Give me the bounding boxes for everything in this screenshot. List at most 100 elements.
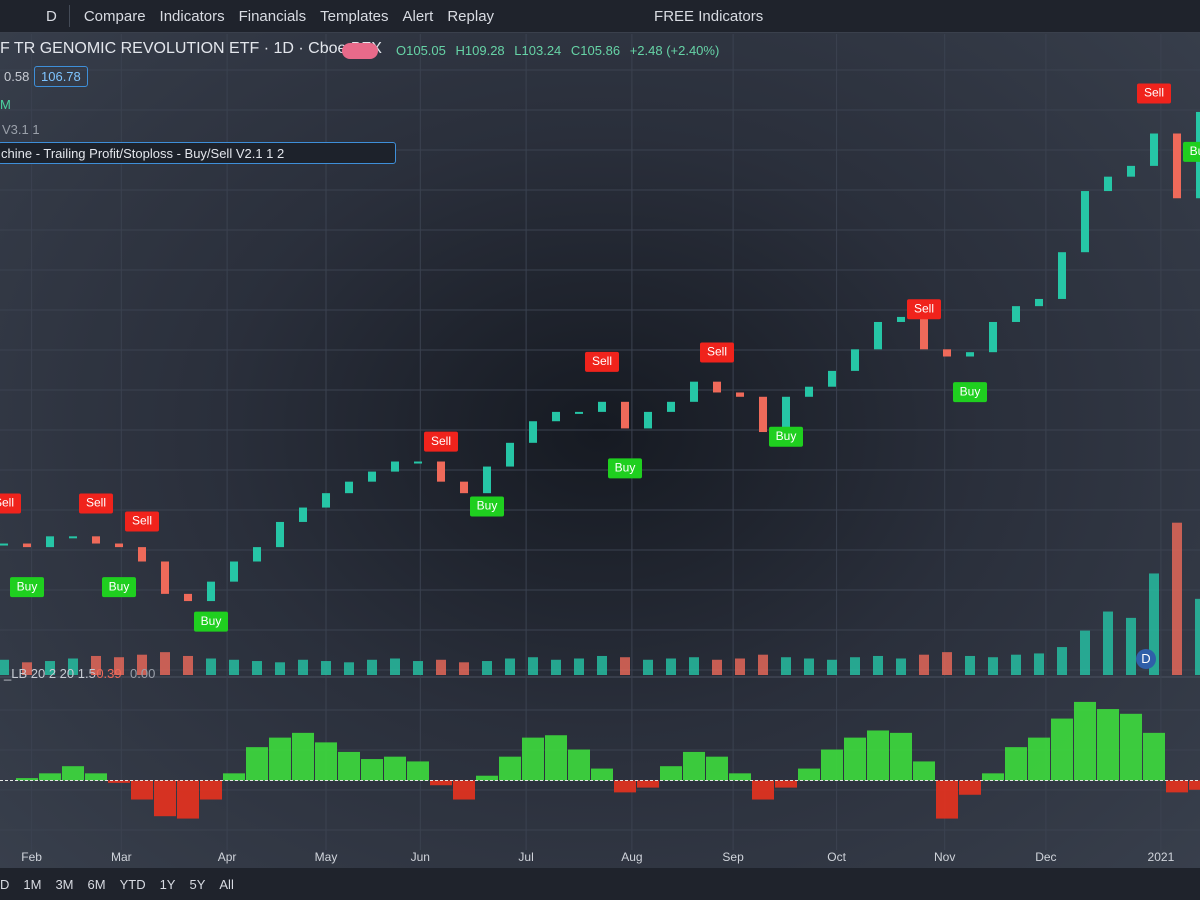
signal-badge (585, 351, 619, 372)
range[interactable]: 1Y (159, 876, 176, 892)
volume-bar (22, 662, 32, 675)
candle (621, 401, 629, 429)
toolbar-item[interactable]: Alert (402, 7, 434, 25)
candle (161, 561, 169, 594)
volume-bar (505, 658, 515, 675)
candle (207, 581, 215, 602)
price: 106.78 (34, 66, 88, 87)
candle (322, 493, 330, 508)
oscillator-bar (913, 761, 935, 781)
signal-badge (0, 493, 21, 514)
candle (368, 471, 376, 482)
oscillator-bar (384, 756, 406, 781)
oscillator-bar (729, 773, 751, 781)
candle (460, 481, 468, 494)
volume-bar (1080, 630, 1090, 675)
range[interactable]: 5Y (189, 876, 206, 892)
candle (92, 536, 100, 544)
oscillator-bar (821, 749, 843, 781)
volume-bar (275, 662, 285, 675)
oscillator-bar (1028, 737, 1050, 781)
toggle[interactable] (342, 43, 378, 59)
volume-bar (850, 657, 860, 675)
volume-bar (1149, 573, 1159, 675)
oscillator-bar (269, 737, 291, 781)
range[interactable]: 1M (23, 876, 42, 892)
volume-bar (229, 659, 239, 675)
volume-bar (643, 659, 653, 675)
oscillator-bar (683, 751, 705, 781)
candle (667, 401, 675, 412)
candle (529, 421, 537, 443)
signal-badge (907, 299, 941, 320)
candle (552, 411, 560, 422)
candle (46, 536, 54, 548)
signal-badge (10, 577, 44, 598)
toolbar-item[interactable]: Compare (83, 7, 146, 25)
candle (299, 507, 307, 522)
range[interactable]: 6M (87, 876, 106, 892)
oscillator-bar (39, 773, 61, 781)
range[interactable]: All (219, 876, 234, 892)
ohlc-value: H109.28 (455, 43, 505, 58)
candle (851, 349, 859, 371)
signal-badge (1183, 141, 1200, 162)
range[interactable]: 3M (55, 876, 74, 892)
volume-bar (827, 659, 837, 675)
toolbar-item[interactable]: Replay (447, 7, 495, 25)
signal-label: Sell (592, 354, 612, 368)
oscillator-bar (867, 730, 889, 781)
candle (920, 316, 928, 350)
oscillator-bar (246, 747, 268, 781)
range-bar: D 1M 3M 6M YTD 1Y 5Y All (0, 868, 1200, 900)
candle (414, 461, 422, 464)
candle (943, 349, 951, 357)
oscillator-bar (545, 735, 567, 781)
candle (575, 411, 583, 414)
volume-bar (252, 661, 262, 675)
volume-bar (1034, 653, 1044, 675)
candle (690, 381, 698, 402)
oscillator-bar (1097, 709, 1119, 781)
candle (184, 593, 192, 602)
toolbar-item[interactable]: Templates (320, 7, 389, 25)
signal-label: Buy (776, 429, 797, 443)
oscillator-bar (85, 773, 107, 781)
dividend-badge[interactable]: D (1136, 649, 1156, 669)
toolbar-item[interactable]: Indicators (159, 7, 225, 25)
ohlc-value: C105.86 (570, 43, 621, 58)
oscillator-bar (177, 780, 199, 819)
range[interactable]: YTD (119, 876, 146, 892)
x-tick-label: Jun (411, 850, 430, 864)
row3: M (0, 97, 11, 112)
volume-bar (183, 655, 193, 675)
oscillator-bar (315, 742, 337, 781)
oscillator-bar (959, 780, 981, 795)
x-tick-label: Mar (111, 850, 132, 864)
candle (874, 321, 882, 350)
oscillator-bar (1120, 713, 1142, 781)
free-indicators[interactable]: FREE Indicators (654, 7, 764, 25)
candle (1081, 191, 1089, 253)
volume-bar (919, 654, 929, 675)
candle (897, 316, 905, 322)
x-tick-label: Aug (621, 850, 642, 864)
volume-bar (436, 659, 446, 675)
oscillator-bar (637, 780, 659, 788)
indicator[interactable]: chine - Trailing Profit/Stoploss - Buy/S… (0, 142, 396, 164)
volume-bar (367, 659, 377, 675)
oscillator-bar (430, 780, 452, 786)
oscillator-bar (775, 780, 797, 788)
volume-bar (1126, 617, 1136, 675)
signal-badge (102, 577, 136, 598)
oscillator-bar (1189, 780, 1200, 790)
range[interactable]: D (0, 876, 10, 892)
signal-label: Sell (431, 434, 451, 448)
oscillator-bar (453, 780, 475, 800)
toolbar-item[interactable]: Financials (238, 7, 307, 25)
volume-bar (758, 654, 768, 675)
candle (345, 481, 353, 494)
volume-bar (1103, 611, 1113, 675)
signal-label: Buy (615, 461, 636, 475)
interval[interactable]: D (46, 7, 57, 25)
